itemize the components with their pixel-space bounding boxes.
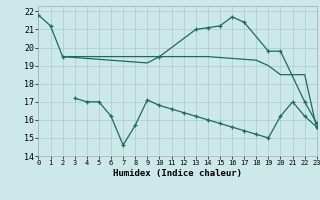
- X-axis label: Humidex (Indice chaleur): Humidex (Indice chaleur): [113, 169, 242, 178]
